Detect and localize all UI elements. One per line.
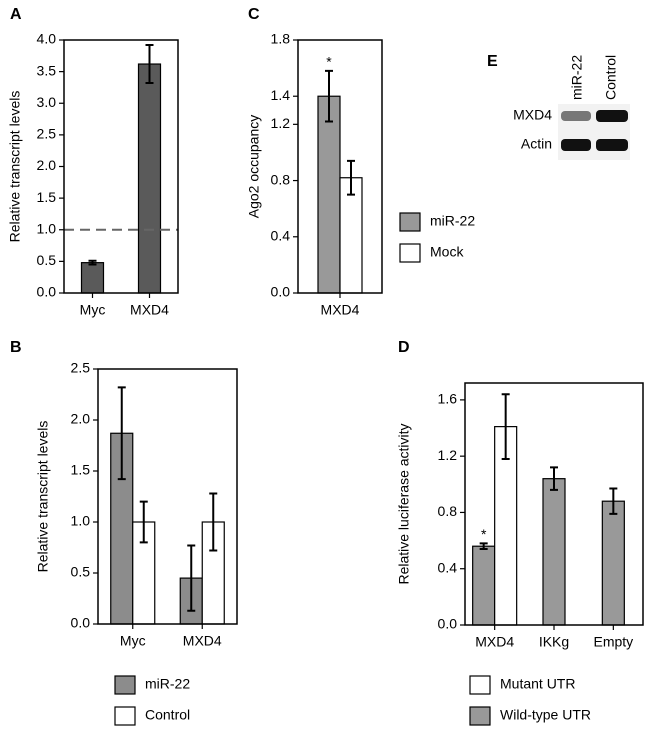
y-tick-label: 3.0 [37,94,57,110]
bar [472,545,496,626]
error-bar [88,259,97,266]
y-tick-label: 1.8 [271,31,291,47]
y-tick-label: 0.0 [71,615,91,631]
plot-frame [464,382,644,626]
y-axis-title: Relative transcript levels [35,421,51,573]
y-tick-label: 2.0 [71,411,91,427]
y-tick-label: 0.4 [438,559,458,575]
y-tick-label: 2.5 [37,126,57,142]
x-tick-label: Myc [120,633,146,649]
y-tick-label: 0.8 [271,171,291,187]
x-tick-label: MXD4 [475,634,514,650]
y-tick-label: 1.2 [438,447,458,463]
legend-swatch [114,706,136,726]
plot-frame [63,39,179,294]
legend-swatch [469,675,491,695]
x-tick-label: Myc [80,302,106,318]
error-bar [325,69,333,123]
legend-label: Mock [430,244,464,260]
legend-label: Control [145,707,190,723]
bar [137,63,162,294]
row-label: MXD4 [513,107,552,123]
lane-label: Control [603,55,619,100]
plot-frame [297,39,383,294]
error-bar [117,386,126,481]
bar [542,478,566,626]
x-tick-label: MXD4 [321,302,360,318]
y-tick-label: 3.5 [37,62,57,78]
y-tick-label: 2.5 [71,360,91,376]
error-bar [479,542,488,551]
blot-panel: E miR-22 Control MXD4 Actin [487,53,630,160]
y-axis-title: Relative transcript levels [7,91,23,243]
legend-label: Mutant UTR [500,676,575,692]
error-bar [145,44,154,85]
y-tick-label: 1.4 [271,87,291,103]
error-bar [187,544,196,612]
bar [601,500,625,626]
annotation: * [326,54,332,70]
y-tick-label: 1.5 [71,462,91,478]
error-bar [501,393,510,460]
error-bar [209,492,218,552]
y-tick-label: 0.0 [438,616,458,632]
error-bar [550,466,558,491]
y-tick-label: 0.4 [271,227,291,243]
band [561,111,591,121]
lane-label: miR-22 [569,55,585,100]
error-bar [609,487,618,515]
x-tick-label: IKKg [539,634,569,650]
error-bar [347,159,355,196]
y-tick-label: 1.0 [37,220,57,236]
x-tick-label: MXD4 [130,302,169,318]
y-tick-label: 1.0 [71,513,91,529]
legend-swatch [399,212,421,232]
error-bar [139,500,148,544]
y-axis-title: Relative luciferase activity [396,423,412,584]
x-tick-label: MXD4 [183,633,222,649]
bar [317,95,341,294]
y-tick-label: 4.0 [37,31,57,47]
y-axis-title: Ago2 occupancy [246,115,262,219]
legend-swatch [399,243,421,263]
y-tick-label: 0.5 [37,252,57,268]
legend-label: miR-22 [430,213,475,229]
y-tick-label: 1.5 [37,189,57,205]
panel-label: E [487,53,498,70]
band [596,139,628,151]
legend-label: Wild-type UTR [500,707,591,723]
y-tick-label: 0.0 [271,284,291,300]
panel-label: C [248,6,260,23]
y-tick-label: 0.5 [71,564,91,580]
panel-label: B [10,339,22,356]
band [596,110,628,122]
annotation: * [481,526,487,542]
y-tick-label: 0.0 [37,284,57,300]
x-tick-label: Empty [593,634,633,650]
plot-frame [97,368,238,625]
y-tick-label: 1.6 [438,391,458,407]
panel-label: D [398,339,410,356]
y-tick-label: 2.0 [37,157,57,173]
band [561,139,591,151]
legend-label: miR-22 [145,676,190,692]
legend-swatch [469,706,491,726]
panel-label: A [10,6,22,23]
row-label: Actin [521,136,552,152]
legend-swatch [114,675,136,695]
y-tick-label: 1.2 [271,115,291,131]
bar [80,262,105,294]
y-tick-label: 0.8 [438,503,458,519]
